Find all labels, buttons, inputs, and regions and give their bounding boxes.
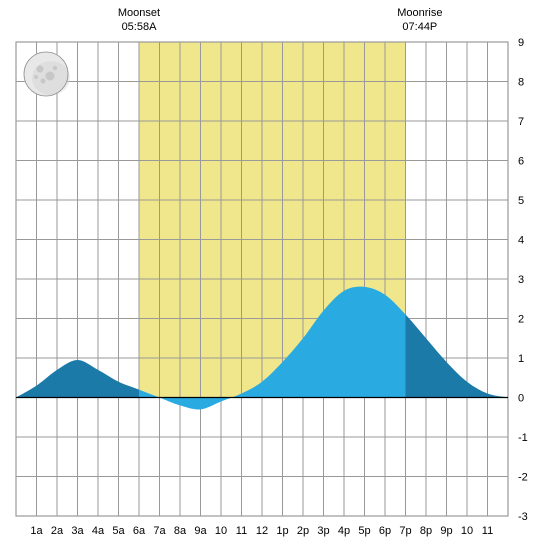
x-tick-label: 5p [358,525,370,537]
y-tick-label: -1 [518,432,528,444]
moonrise-label: Moonrise [397,7,442,19]
y-tick-label: 6 [518,156,524,168]
x-tick-label: 1p [276,525,288,537]
y-tick-label: 5 [518,195,524,207]
x-tick-label: 9p [440,525,452,537]
moon-icon [24,52,70,96]
chart-svg: -3-2-101234567891a2a3a4a5a6a7a8a9a101112… [0,0,550,550]
x-tick-label: 3p [317,525,329,537]
moonset: Moonset 05:58A [118,7,160,33]
x-tick-label: 2a [51,525,64,537]
x-tick-label: 6a [133,525,146,537]
x-tick-label: 4a [92,525,105,537]
tide-chart: -3-2-101234567891a2a3a4a5a6a7a8a9a101112… [0,0,550,550]
moonset-time: 05:58A [122,21,158,33]
x-tick-label: 7a [153,525,166,537]
x-tick-label: 6p [379,525,391,537]
moonset-label: Moonset [118,7,160,19]
x-tick-label: 4p [338,525,350,537]
x-tick-label: 2p [297,525,309,537]
moonrise: Moonrise 07:44P [397,7,442,33]
y-tick-label: 8 [518,77,524,89]
moonrise-time: 07:44P [402,21,437,33]
y-tick-label: 4 [518,235,524,247]
x-tick-label: 5a [112,525,125,537]
x-tick-label: 7p [399,525,411,537]
y-tick-label: 3 [518,274,524,286]
y-tick-label: 0 [518,393,524,405]
y-tick-label: 1 [518,353,524,365]
y-tick-label: 7 [518,116,524,128]
y-tick-label: 2 [518,314,524,326]
y-tick-label: -2 [518,472,528,484]
y-tick-label: -3 [518,511,528,523]
x-tick-label: 12 [256,525,268,537]
x-tick-label: 10 [461,525,473,537]
x-tick-label: 11 [482,525,493,537]
x-tick-label: 1a [30,525,43,537]
x-tick-label: 8p [420,525,432,537]
y-tick-label: 9 [518,37,524,49]
x-tick-label: 9a [194,525,207,537]
x-tick-label: 10 [215,525,227,537]
x-tick-label: 11 [236,525,247,537]
x-tick-label: 3a [71,525,84,537]
x-tick-label: 8a [174,525,187,537]
grid [16,42,508,516]
